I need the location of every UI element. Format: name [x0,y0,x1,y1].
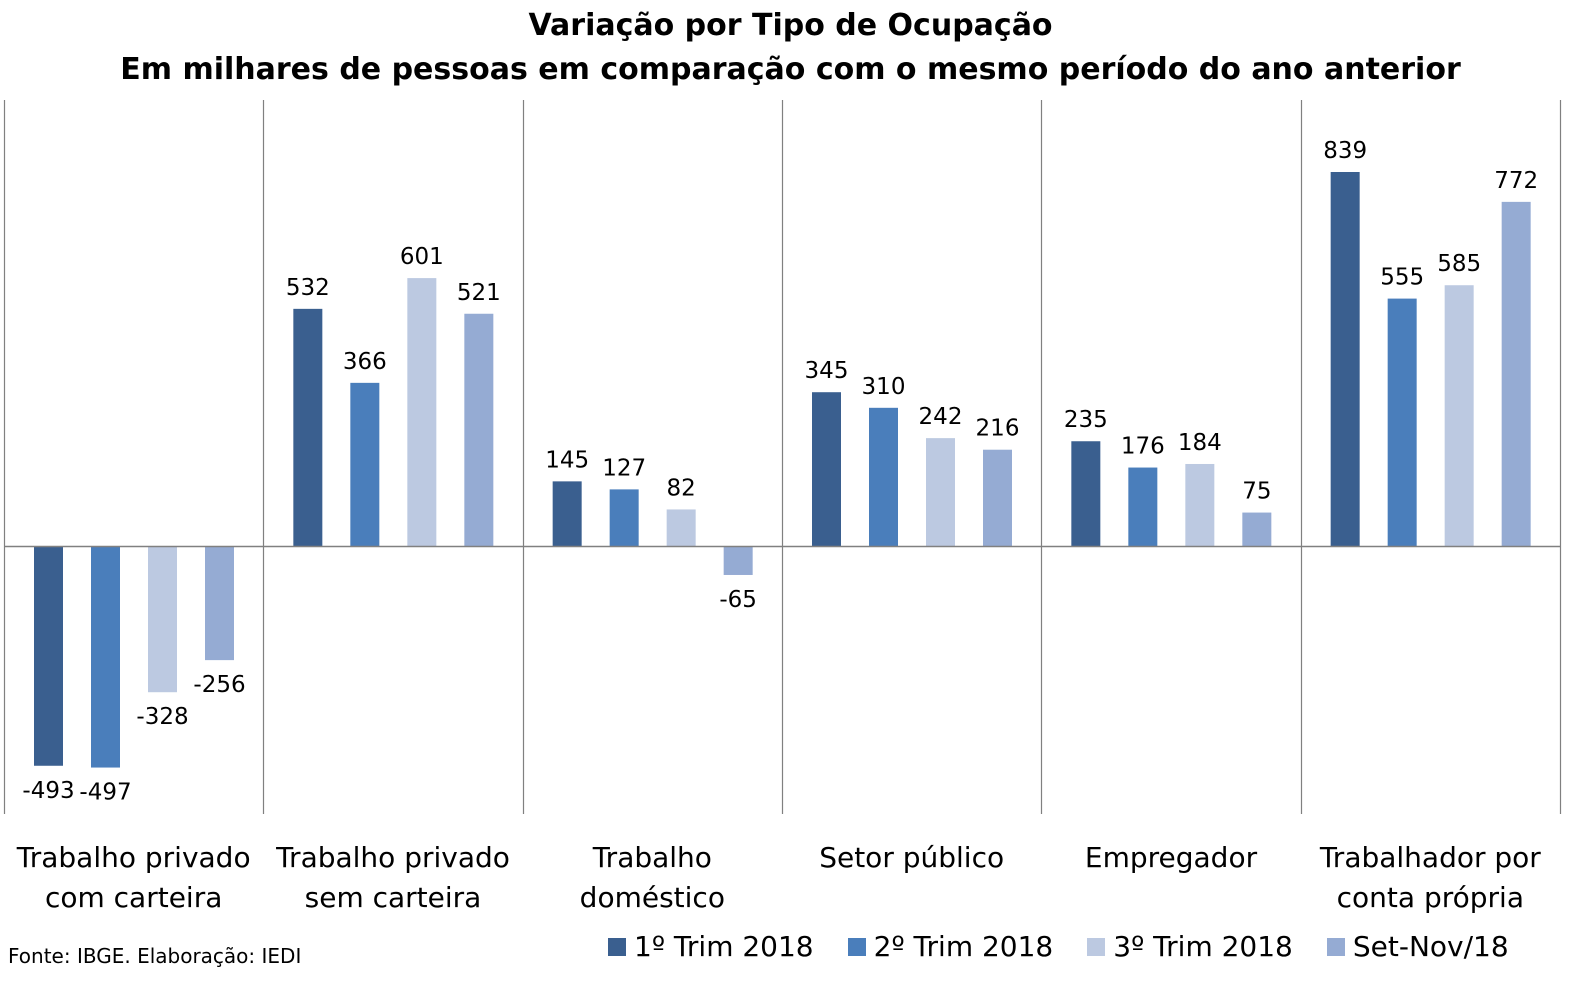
category-label-line: Trabalho privado [276,841,510,874]
bar [812,392,841,546]
category-label-line: sem carteira [304,881,482,914]
data-label: 839 [1323,138,1367,164]
legend-swatch [1326,937,1345,956]
data-label: -493 [22,778,74,804]
category-label: Trabalho privado sem carteira [263,838,522,918]
legend-item: 2º Trim 2018 [847,930,1054,963]
category-label: Trabalho doméstico [523,838,782,918]
source-note: Fonte: IBGE. Elaboração: IEDI [8,944,302,968]
category-label: Empregador [1041,838,1300,878]
category-label-line: Trabalho privado [16,841,251,874]
bar [464,313,494,546]
data-label: 75 [1242,479,1271,505]
bar [983,449,1012,546]
category-label: Trabalho privado com carteira [4,838,263,918]
bar [148,546,177,693]
chart-subtitle: Em milhares de pessoas em comparação com… [120,52,1461,87]
data-label: 555 [1380,265,1424,291]
data-label: -328 [136,704,188,730]
bar [205,546,234,661]
legend: 1º Trim 2018 2º Trim 2018 3º Trim 2018 Set-… [608,930,1509,963]
data-label: 310 [862,374,906,400]
bar [350,382,380,546]
data-label: 521 [457,280,501,306]
bar [1071,441,1101,546]
bar [407,278,437,546]
category-label: Trabalhador por conta própria [1301,838,1560,918]
category-label-line: com carteira [44,881,223,914]
category-label: Setor público [782,838,1041,878]
bar [552,481,582,546]
bar [1444,285,1474,546]
bar [723,546,753,575]
data-label: 145 [545,447,589,473]
data-label: 366 [343,349,387,375]
legend-item: Set-Nov/18 [1326,930,1509,963]
bar [666,509,696,546]
data-label: 345 [805,358,849,384]
category-label-line: doméstico [579,881,725,914]
chart-title: Variação por Tipo de Ocupação [528,8,1053,43]
category-label-line: Empregador [1084,841,1258,874]
legend-item: 1º Trim 2018 [608,930,814,963]
category-label-line: conta própria [1336,881,1524,914]
data-label: 82 [667,475,696,501]
data-label: 216 [976,416,1020,442]
bar [1128,467,1158,546]
data-label: 585 [1437,251,1481,277]
legend-item: 3º Trim 2018 [1087,930,1293,963]
category-label-line: Setor público [819,841,1005,874]
legend-swatch [1087,937,1106,956]
data-label: 601 [400,244,444,270]
bar [1242,512,1272,546]
legend-label: 2º Trim 2018 [873,930,1054,963]
bar [34,546,63,766]
bar [1387,298,1417,546]
legend-swatch [847,937,866,956]
legend-label: 3º Trim 2018 [1113,930,1293,963]
data-label: 235 [1064,407,1108,433]
data-label: -65 [719,587,757,613]
data-label: 772 [1494,168,1538,194]
data-label: 127 [602,455,646,481]
data-label: 176 [1121,434,1165,460]
category-label-line: Trabalho [592,841,712,874]
legend-label: 1º Trim 2018 [634,930,814,963]
bar [91,546,120,768]
data-label: 242 [919,404,963,430]
legend-swatch [608,937,626,956]
data-label: 184 [1178,430,1222,456]
data-label: 532 [286,275,330,301]
category-label-line: Trabalhador por [1319,841,1541,874]
bar [1185,463,1215,546]
bar [1501,201,1531,546]
legend-label: Set-Nov/18 [1352,930,1509,963]
bar [293,308,323,546]
bar [869,407,898,546]
bar [609,489,639,546]
bar [1330,172,1360,546]
bar [926,438,955,546]
data-label: -256 [193,672,245,698]
data-label: -497 [79,780,131,806]
